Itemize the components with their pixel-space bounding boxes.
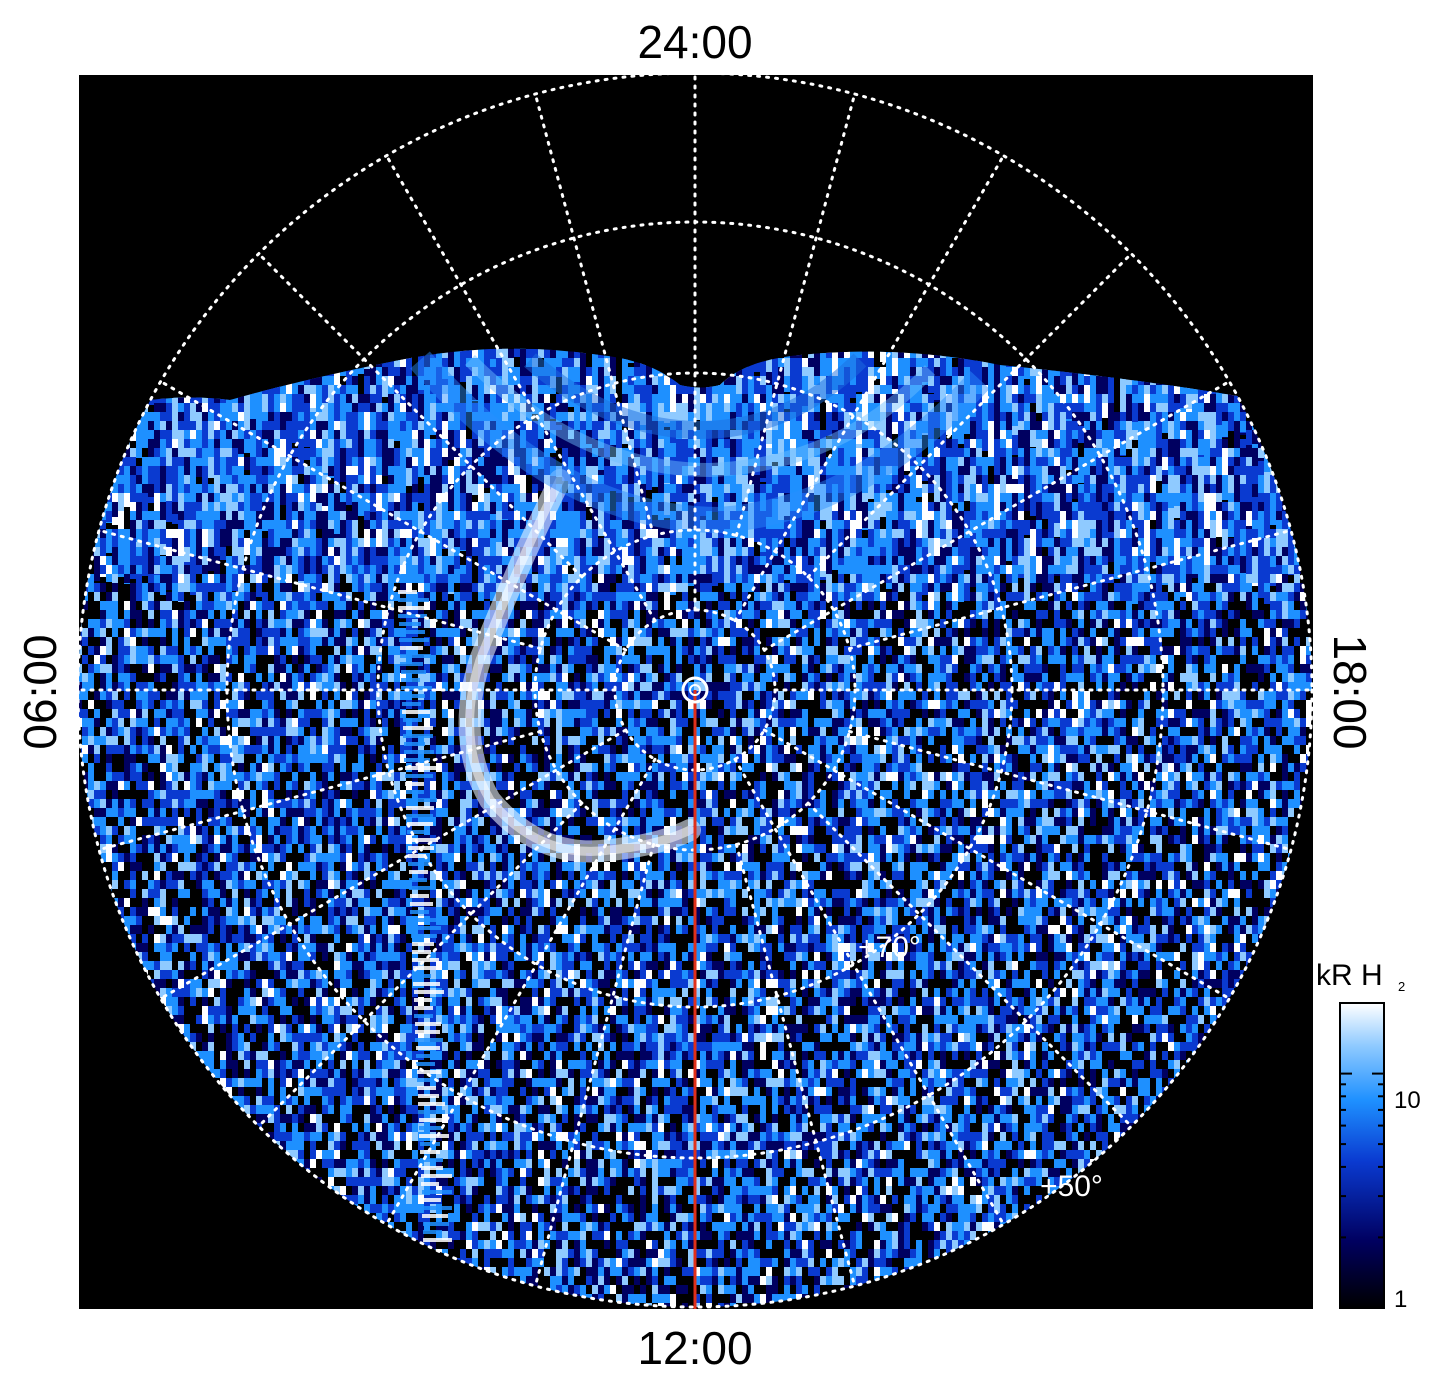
- pole-marker-inner: [689, 684, 701, 696]
- colorbar-tick-label-1: 1: [1394, 1286, 1407, 1313]
- local-time-label-top: 24:00: [637, 16, 752, 68]
- colorbar-label: kR H: [1316, 959, 1383, 992]
- local-time-label-left: 06:00: [14, 634, 66, 749]
- latitude-circle-outer: [79, 75, 1313, 1309]
- colorbar: kR H 2 10 1: [1316, 959, 1421, 1313]
- latitude-label-70: +70°: [858, 931, 921, 964]
- stripe-artifact: [398, 590, 452, 1242]
- local-time-label-right: 18:00: [1324, 634, 1376, 749]
- local-time-label-bottom: 12:00: [637, 1322, 752, 1374]
- pole-marker-outer: [681, 676, 709, 704]
- colorbar-label-subscript: 2: [1398, 979, 1405, 994]
- latitude-label-50: +50°: [1040, 1170, 1103, 1203]
- colorbar-ticks: [1340, 1002, 1384, 1309]
- colorbar-tick-label-10: 10: [1394, 1087, 1421, 1114]
- colorbar-gradient: [1339, 1002, 1385, 1309]
